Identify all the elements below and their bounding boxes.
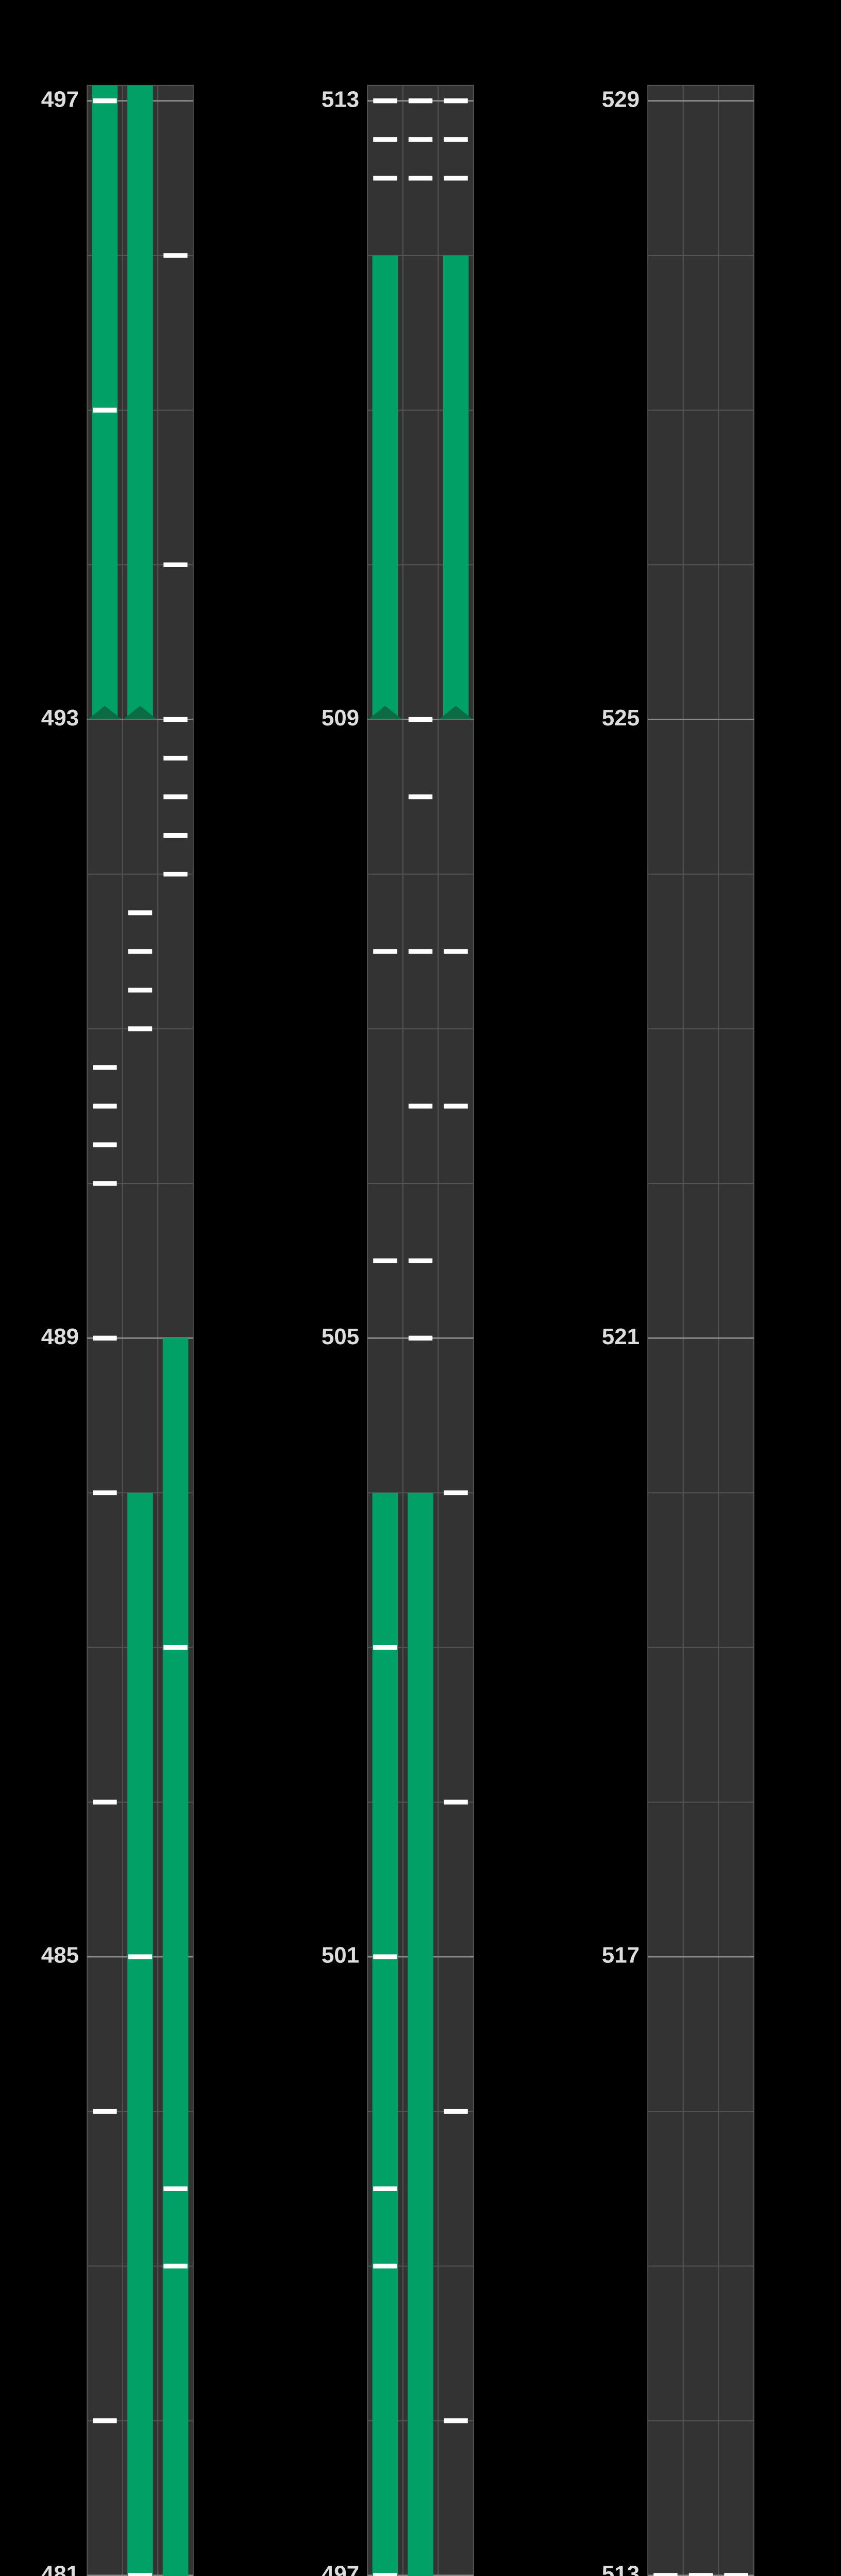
tap-note <box>373 1954 397 1959</box>
tap-note <box>93 1181 117 1186</box>
tap-note <box>373 2263 397 2269</box>
tap-note <box>444 2109 468 2114</box>
tap-note <box>163 1645 188 1650</box>
measure-label: 529 <box>602 87 640 112</box>
tap-note <box>688 2573 713 2576</box>
tap-note <box>163 2263 188 2269</box>
tap-note <box>444 949 468 954</box>
tap-note <box>653 2573 678 2576</box>
measure-label: 509 <box>322 705 359 731</box>
tap-note <box>93 2418 117 2424</box>
tap-note <box>163 794 188 800</box>
tap-note <box>93 98 117 104</box>
tap-note <box>373 1258 397 1263</box>
tap-note <box>373 2573 397 2576</box>
tap-note <box>444 2418 468 2424</box>
tap-note <box>408 137 433 142</box>
tap-note <box>93 1104 117 1109</box>
tap-note <box>724 2573 748 2576</box>
tap-note <box>408 949 433 954</box>
tap-note <box>373 1645 397 1650</box>
hold-head <box>123 705 158 720</box>
hold-note <box>443 255 469 720</box>
measure-label: 489 <box>41 1324 79 1349</box>
hold-note <box>162 1338 189 2576</box>
tap-note <box>93 1065 117 1070</box>
tap-note <box>128 1026 153 1031</box>
tap-note <box>408 1258 433 1263</box>
tap-note <box>93 1800 117 1805</box>
tap-note <box>128 2573 153 2576</box>
panel-bg <box>647 84 754 2576</box>
tap-note <box>163 562 188 567</box>
tap-note <box>163 717 188 722</box>
hold-note <box>372 255 398 720</box>
tap-note <box>128 1954 153 1959</box>
measure-label: 517 <box>602 1943 640 1968</box>
measure-label: 513 <box>322 87 359 112</box>
tap-note <box>128 949 153 954</box>
hold-note <box>408 1493 433 2576</box>
measure-label: 497 <box>41 87 79 112</box>
measure-label: 497 <box>322 2561 359 2576</box>
tap-note <box>408 717 433 722</box>
hold-note <box>372 1493 398 2576</box>
tap-note <box>93 408 117 413</box>
hold-head <box>439 705 473 720</box>
tap-note <box>408 176 433 181</box>
tap-note <box>163 833 188 838</box>
measure-label: 521 <box>602 1324 640 1349</box>
tap-note <box>93 2109 117 2114</box>
hold-head <box>88 705 122 720</box>
tap-note <box>373 949 397 954</box>
tap-note <box>128 988 153 993</box>
tap-note <box>93 1490 117 1496</box>
tap-note <box>373 137 397 142</box>
tap-note <box>408 1104 433 1109</box>
tap-note <box>163 2186 188 2191</box>
tap-note <box>408 98 433 104</box>
measure-label: 501 <box>322 1943 359 1968</box>
measure-label: 513 <box>602 2561 640 2576</box>
tap-note <box>373 176 397 181</box>
hold-note <box>92 85 118 720</box>
tap-note <box>444 1104 468 1109</box>
tap-note <box>373 98 397 104</box>
tap-note <box>373 2186 397 2191</box>
measure-label: 505 <box>322 1324 359 1349</box>
hold-note <box>127 1493 153 2576</box>
tap-note <box>444 98 468 104</box>
measure-label: 481 <box>41 2561 79 2576</box>
tap-note <box>444 137 468 142</box>
measure-label: 485 <box>41 1943 79 1968</box>
hold-note <box>127 85 153 720</box>
tap-note <box>444 1800 468 1805</box>
tap-note <box>163 872 188 877</box>
tap-note <box>408 1335 433 1341</box>
measure-label: 493 <box>41 705 79 731</box>
tap-note <box>163 253 188 258</box>
tap-note <box>163 755 188 761</box>
tap-note <box>444 176 468 181</box>
tap-note <box>93 1335 117 1341</box>
tap-note <box>444 1490 468 1496</box>
tap-note <box>93 1142 117 1147</box>
measure-label: 525 <box>602 705 640 731</box>
hold-head <box>368 705 402 720</box>
tap-note <box>408 794 433 800</box>
tap-note <box>128 910 153 916</box>
